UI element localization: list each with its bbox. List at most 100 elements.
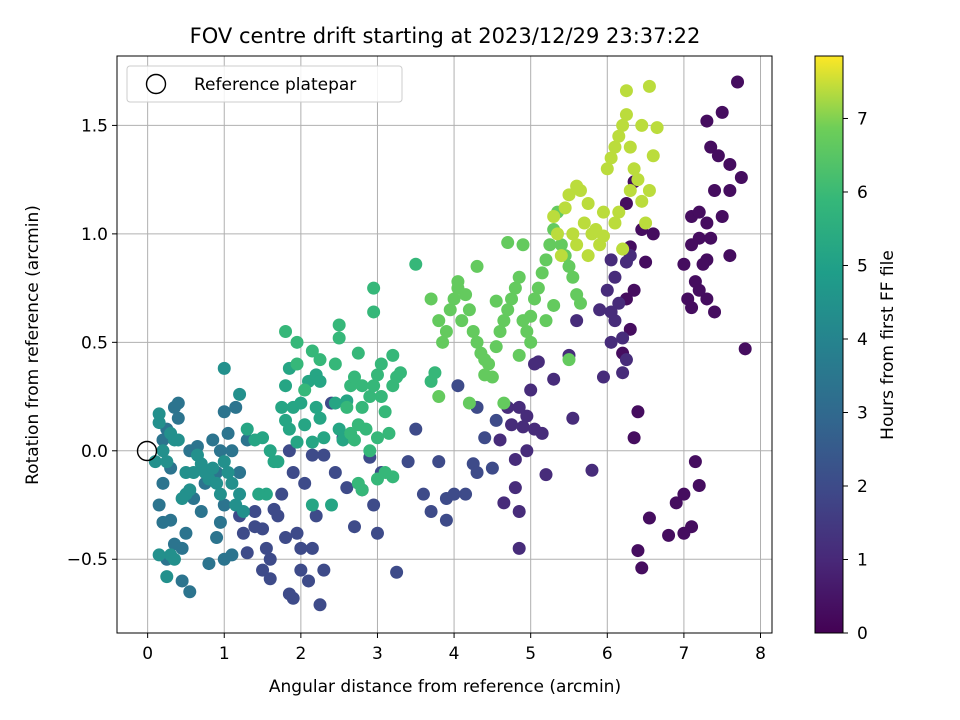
- data-point: [631, 544, 645, 558]
- data-point: [325, 498, 339, 512]
- data-point: [240, 546, 254, 560]
- data-point: [386, 470, 400, 484]
- y-tick-label: 0.0: [81, 442, 108, 462]
- data-point: [328, 465, 342, 479]
- y-tick-label: 0.5: [81, 333, 108, 353]
- data-point: [236, 526, 250, 540]
- data-point: [497, 314, 511, 328]
- data-point: [347, 520, 361, 534]
- colorbar: 0 1 2 3 4 5 6 7 Hours from first FF file: [814, 55, 898, 644]
- x-tick-label: 0: [142, 644, 153, 664]
- data-point: [290, 435, 304, 449]
- data-point: [393, 366, 407, 380]
- data-point: [305, 541, 319, 555]
- data-points: [148, 75, 752, 612]
- data-point: [731, 75, 745, 89]
- data-point: [616, 366, 630, 380]
- data-point: [194, 505, 208, 519]
- data-point: [294, 541, 308, 555]
- colorbar-tick-label: 2: [857, 477, 868, 497]
- data-point: [692, 478, 706, 492]
- x-tick-label: 8: [755, 644, 766, 664]
- data-point: [642, 79, 656, 93]
- data-point: [547, 210, 561, 224]
- data-point: [596, 229, 610, 243]
- data-point: [627, 283, 641, 297]
- data-point: [535, 266, 549, 280]
- data-point: [305, 435, 319, 449]
- data-point: [631, 173, 645, 187]
- data-point: [263, 552, 277, 566]
- data-point: [616, 242, 630, 256]
- data-point: [160, 570, 174, 584]
- data-point: [390, 565, 404, 579]
- data-point: [217, 405, 231, 419]
- data-point: [187, 465, 201, 479]
- data-point: [171, 396, 185, 410]
- data-point: [635, 118, 649, 132]
- data-point: [183, 483, 197, 497]
- data-point: [619, 84, 633, 98]
- data-point: [516, 238, 530, 252]
- data-point: [539, 253, 553, 267]
- data-point: [677, 257, 691, 271]
- data-point: [282, 422, 296, 436]
- data-point: [573, 296, 587, 310]
- data-point: [704, 231, 718, 245]
- data-point: [286, 465, 300, 479]
- data-point: [524, 335, 538, 349]
- data-point: [175, 541, 189, 555]
- data-point: [685, 301, 699, 315]
- data-point: [370, 526, 384, 540]
- data-point: [351, 346, 365, 360]
- data-point: [275, 400, 289, 414]
- data-point: [233, 465, 247, 479]
- data-point: [688, 455, 702, 469]
- data-point: [478, 431, 492, 445]
- data-point: [700, 114, 714, 128]
- data-point: [436, 335, 450, 349]
- data-point: [294, 396, 308, 410]
- data-point: [213, 515, 227, 529]
- data-point: [313, 374, 327, 388]
- colorbar-tick-label: 0: [857, 624, 868, 644]
- data-point: [619, 353, 633, 367]
- data-point: [692, 283, 706, 297]
- data-point: [152, 498, 166, 512]
- data-point: [669, 496, 683, 510]
- data-point: [259, 541, 273, 555]
- legend-entry-label: Reference platepar: [194, 75, 356, 95]
- data-point: [547, 298, 561, 312]
- data-point: [723, 183, 737, 197]
- data-point: [367, 379, 381, 393]
- data-point: [248, 505, 262, 519]
- data-point: [723, 249, 737, 263]
- data-point: [443, 303, 457, 317]
- data-point: [616, 331, 630, 345]
- colorbar-tick-label: 3: [857, 403, 868, 423]
- data-point: [298, 383, 312, 397]
- data-point: [516, 420, 530, 434]
- data-point: [508, 452, 522, 466]
- data-point: [370, 431, 384, 445]
- data-point: [489, 413, 503, 427]
- data-point: [233, 487, 247, 501]
- plot-frame: [116, 55, 773, 634]
- data-point: [171, 411, 185, 425]
- data-point: [313, 598, 327, 612]
- data-point: [217, 361, 231, 375]
- data-point: [562, 188, 576, 202]
- y-tick-label: 1.5: [81, 116, 108, 136]
- data-point: [635, 194, 649, 208]
- y-tick-label: −0.5: [67, 550, 108, 570]
- data-point: [562, 259, 576, 273]
- data-point: [183, 585, 197, 599]
- data-point: [696, 257, 710, 271]
- data-point: [631, 405, 645, 419]
- data-point: [612, 296, 626, 310]
- data-point: [432, 314, 446, 328]
- x-tick-label: 3: [372, 644, 383, 664]
- data-point: [470, 335, 484, 349]
- data-point: [210, 531, 224, 545]
